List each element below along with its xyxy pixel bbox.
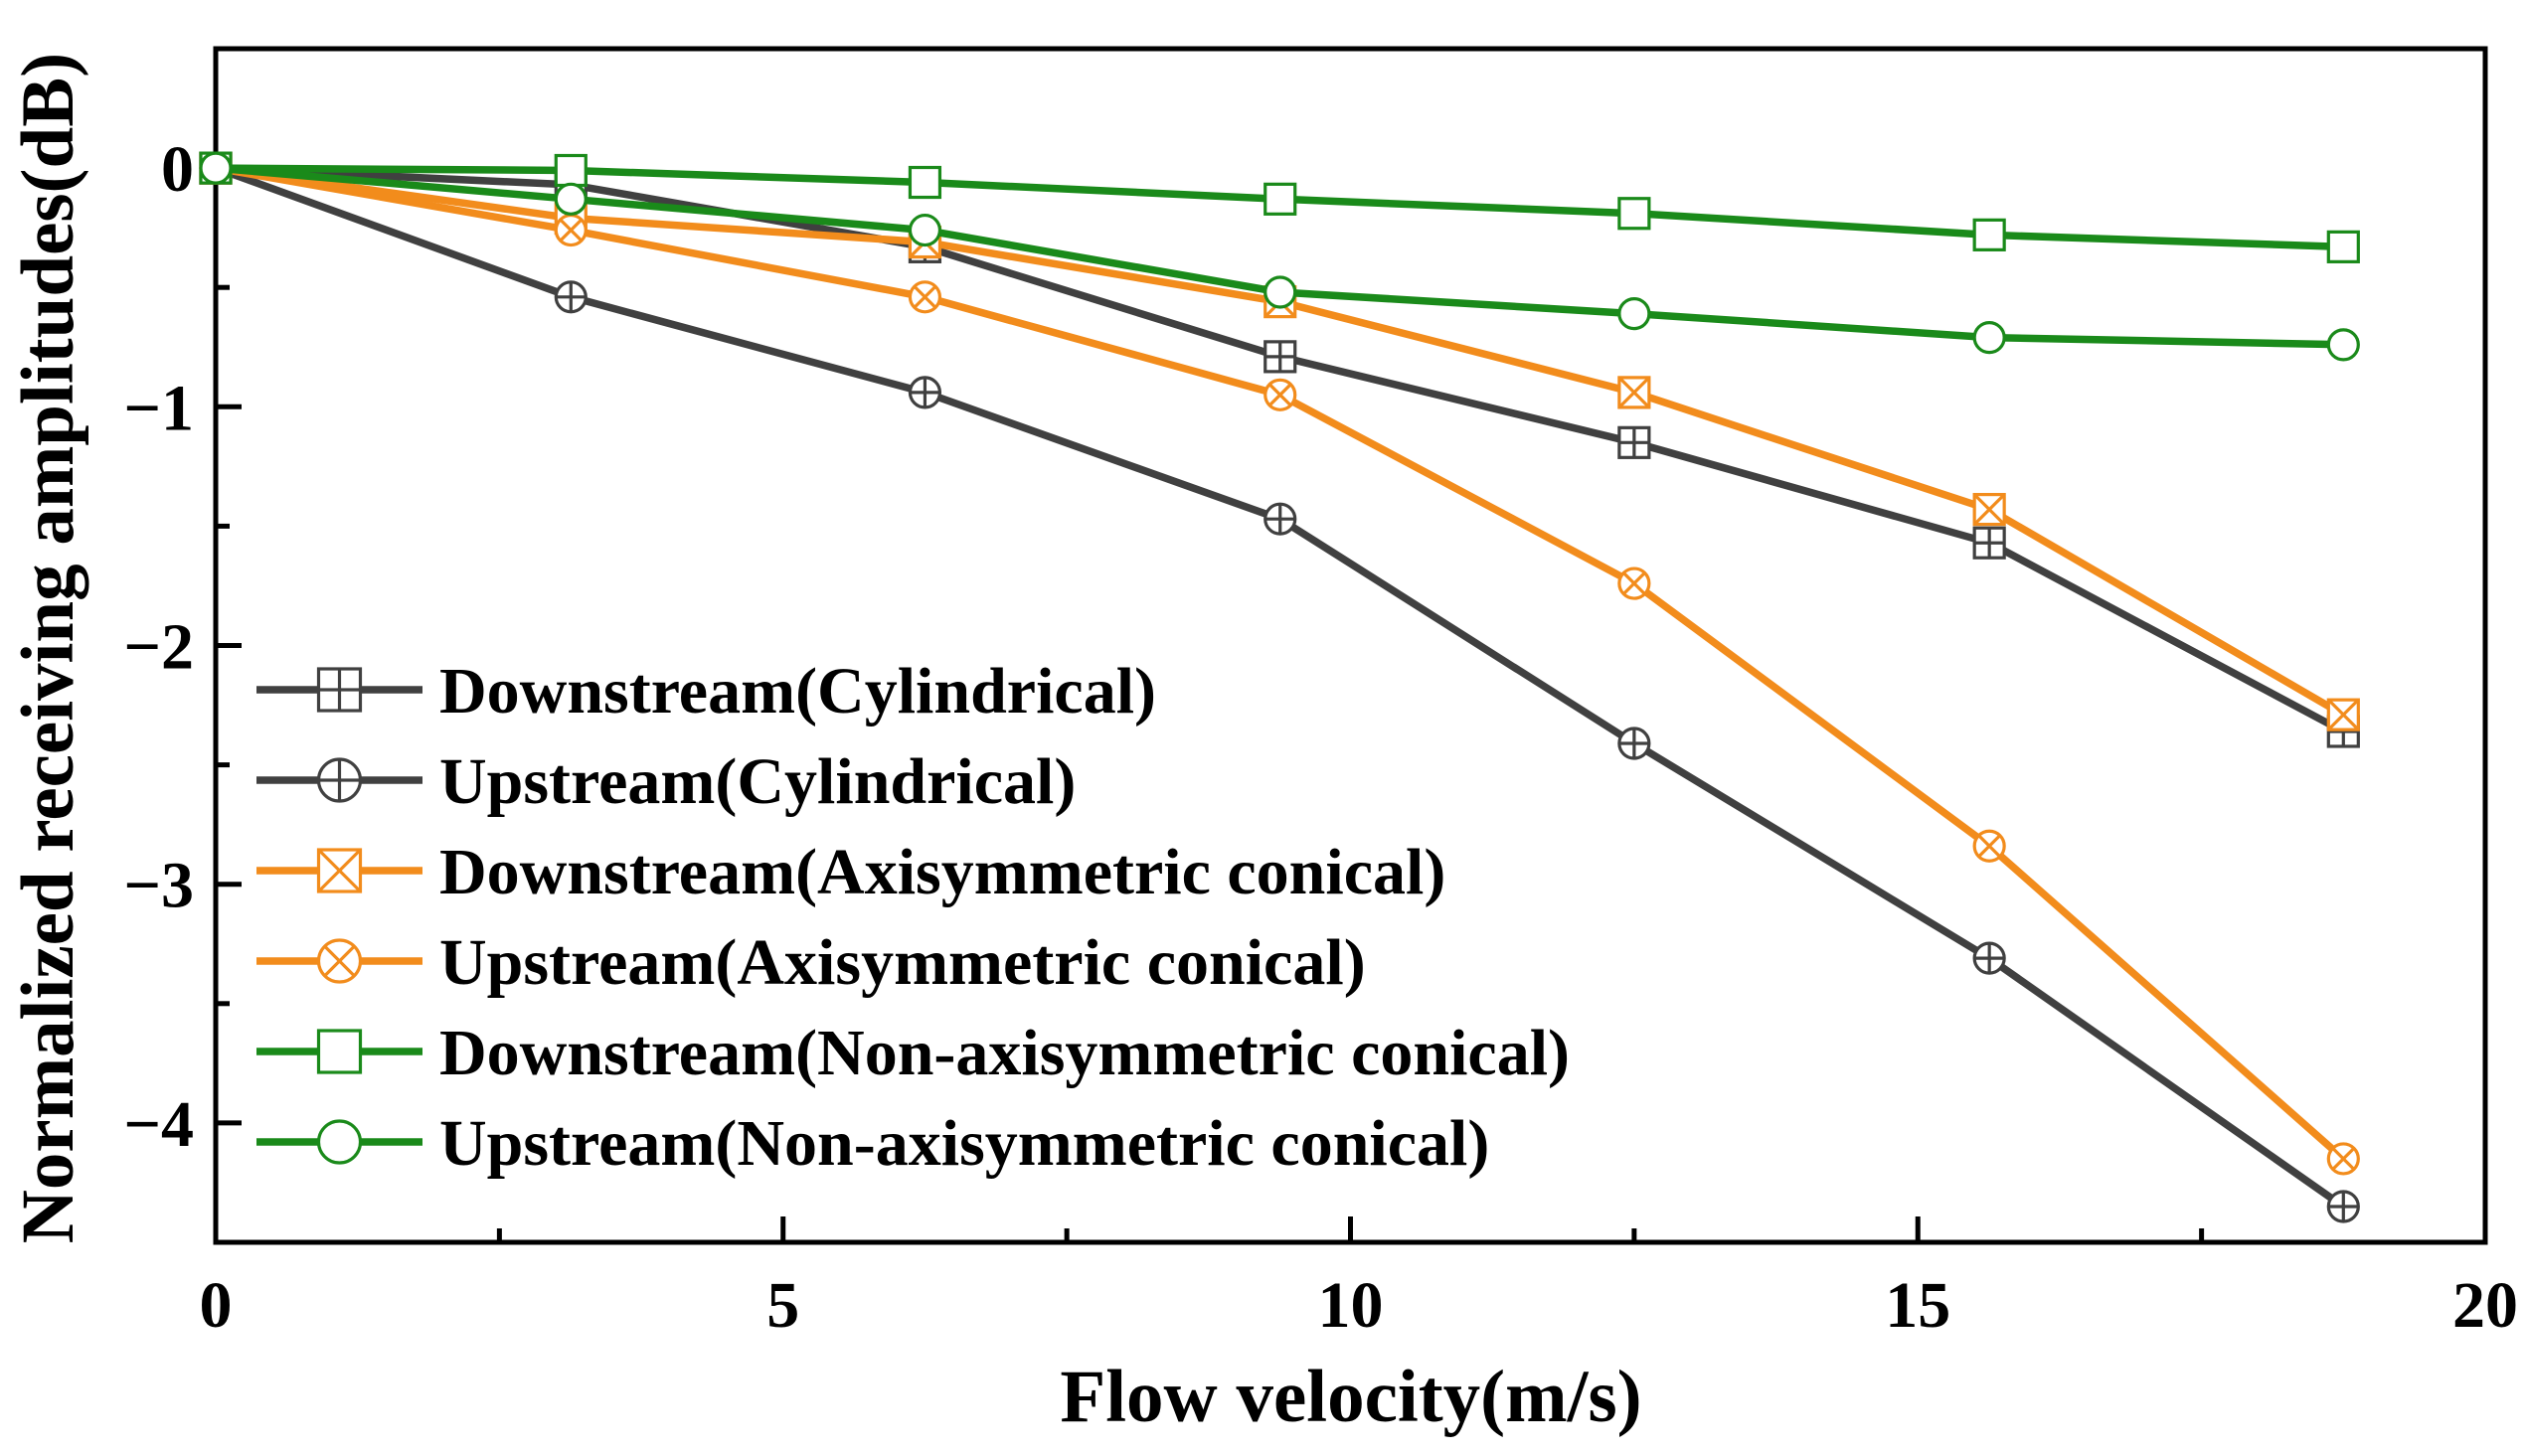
marker-circle-shape [2326,328,2360,362]
data-point [1263,275,1297,309]
data-point [1617,197,1651,231]
data-point [1617,297,1651,331]
data-point [908,213,942,247]
y-tick-label: −1 [123,372,194,444]
series-line [212,164,2348,719]
legend-marker [316,1119,363,1165]
data-point [554,280,588,314]
data-point [1617,376,1651,409]
marker-square-shape [2326,230,2360,263]
legend-label: Upstream(Cylindrical) [439,745,1076,818]
marker-circle-shape [316,1119,363,1165]
marker-square-shape [1972,218,2006,251]
series-line [212,164,2348,735]
data-point [1972,941,2006,975]
legend-marker [316,1029,363,1074]
marker-x-b [2331,1147,2356,1171]
marker-x-b [317,848,362,893]
x-tick-label: 0 [200,1269,233,1342]
marker-x-b [323,945,356,977]
marker-x-b [1267,383,1292,407]
data-point [2326,230,2360,263]
legend-marker [316,938,363,984]
data-point [1972,492,2006,527]
legend-label: Downstream(Cylindrical) [439,655,1156,728]
legend-item-2: Downstream(Axisymmetric conical) [256,836,1445,908]
y-tick-label: −4 [123,1088,194,1161]
axes-group: 0 5 10 15 20 0 −1 −2 −3 −4 [123,46,2518,1342]
marker-circle-shape [199,151,233,185]
data-point [908,165,942,200]
data-point [1972,218,2006,251]
data-point [1617,727,1651,760]
legend-marker [316,667,363,713]
data-point [1972,526,2006,560]
legend-item-4: Downstream(Non-axisymmetric conical) [256,1017,1570,1089]
legend: Downstream(Cylindrical) Upstream(Cylindri… [256,655,1570,1180]
series-1 [199,151,2360,1223]
marker-square-shape [908,165,942,200]
marker-square-shape [1263,182,1297,216]
marker-square-shape [554,153,588,188]
marker-circle-shape [554,182,588,216]
data-point [2326,1190,2360,1223]
series-4 [199,151,2360,263]
legend-item-0: Downstream(Cylindrical) [256,655,1156,728]
marker-x-b [559,218,584,243]
legend-label: Downstream(Non-axisymmetric conical) [439,1017,1570,1089]
data-point [1972,321,2006,355]
legend-marker [316,848,363,893]
data-point [554,213,588,247]
legend-item-5: Upstream(Non-axisymmetric conical) [256,1107,1489,1180]
data-point [554,182,588,216]
marker-square-shape [316,1029,363,1074]
data-point [908,376,942,409]
marker-square-shape [1617,197,1651,231]
marker-x-b [1977,834,2001,859]
legend-label: Upstream(Axisymmetric conical) [439,926,1366,999]
data-point [1617,425,1651,459]
y-axis-label: Normalized receiving amplitudes(dB) [7,53,89,1244]
marker-x-b [1617,376,1651,409]
x-axis-label: Flow velocity(m/s) [1060,1356,1641,1438]
y-tick-label: 0 [161,133,194,206]
data-point [2326,328,2360,362]
marker-x-b [1973,493,2006,526]
data-point [1263,502,1297,536]
legend-item-3: Upstream(Axisymmetric conical) [256,926,1366,999]
marker-x-b [1622,571,1646,595]
data-point [2326,698,2360,731]
data-point [1263,378,1297,411]
marker-x-b [2327,699,2360,731]
x-tick-label: 20 [2452,1269,2518,1342]
data-point [1617,566,1651,600]
data-point [1972,829,2006,863]
data-point [908,280,942,314]
data-point [1263,182,1297,216]
y-tick-label: −3 [123,850,194,922]
marker-circle-shape [1617,297,1651,331]
series-5 [199,151,2360,362]
marker-circle-shape [1263,275,1297,309]
legend-marker [316,757,363,803]
legend-item-1: Upstream(Cylindrical) [256,745,1076,818]
data-point [554,153,588,188]
x-tick-label: 15 [1885,1269,1950,1342]
y-tick-label: −2 [123,611,194,684]
x-tick-label: 10 [1318,1269,1384,1342]
data-point [1263,340,1297,374]
x-tick-label: 5 [766,1269,799,1342]
legend-label: Upstream(Non-axisymmetric conical) [439,1107,1489,1180]
marker-x-b [913,285,937,309]
series-group [199,151,2360,1223]
marker-circle-shape [1972,321,2006,355]
legend-label: Downstream(Axisymmetric conical) [439,836,1445,908]
data-point [2326,1142,2360,1176]
marker-circle-shape [908,213,942,247]
data-point [199,151,233,185]
